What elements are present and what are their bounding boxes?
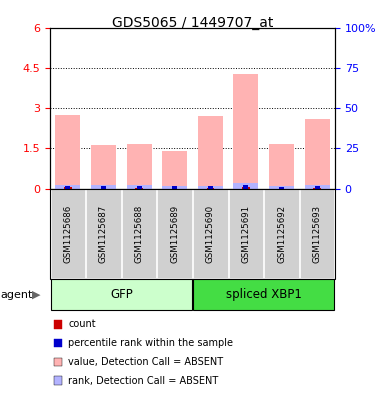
Bar (91, 185, 116, 189)
Bar (55, 115, 80, 189)
Bar (64, 187, 72, 189)
Bar (91, 145, 116, 189)
Text: GSM1125693: GSM1125693 (313, 205, 321, 263)
Text: GSM1125691: GSM1125691 (241, 205, 250, 263)
Bar (233, 74, 258, 189)
Text: GSM1125689: GSM1125689 (170, 205, 179, 263)
Bar (65, 186, 70, 189)
Text: value, Detection Call = ABSENT: value, Detection Call = ABSENT (68, 357, 223, 367)
Bar (208, 187, 213, 189)
Text: GSM1125688: GSM1125688 (135, 205, 144, 263)
Bar (198, 116, 223, 189)
Bar (242, 187, 249, 189)
Text: agent: agent (0, 290, 32, 300)
Bar (279, 187, 284, 189)
Text: spliced XBP1: spliced XBP1 (226, 288, 302, 301)
Text: GSM1125692: GSM1125692 (277, 205, 286, 263)
Bar (207, 187, 214, 189)
Bar (269, 144, 294, 189)
Bar (127, 185, 152, 189)
Bar (315, 186, 320, 189)
Text: GFP: GFP (110, 288, 133, 301)
Bar (269, 185, 294, 189)
Bar (172, 186, 177, 189)
Text: count: count (68, 319, 96, 329)
Text: GSM1125690: GSM1125690 (206, 205, 215, 263)
Text: GSM1125687: GSM1125687 (99, 205, 108, 263)
Bar (101, 186, 106, 189)
Bar (305, 119, 330, 189)
Bar (136, 187, 143, 189)
Bar (137, 187, 142, 189)
Bar (55, 185, 80, 189)
Bar (233, 183, 258, 189)
Bar (127, 144, 152, 189)
Bar (313, 187, 321, 189)
Text: percentile rank within the sample: percentile rank within the sample (68, 338, 233, 348)
Text: ▶: ▶ (32, 290, 41, 300)
Text: GSM1125686: GSM1125686 (64, 205, 72, 263)
Bar (243, 185, 248, 189)
Bar (305, 185, 330, 189)
Bar (162, 151, 187, 189)
Bar (198, 185, 223, 189)
Text: GDS5065 / 1449707_at: GDS5065 / 1449707_at (112, 16, 273, 30)
Bar (162, 185, 187, 189)
Text: rank, Detection Call = ABSENT: rank, Detection Call = ABSENT (68, 376, 218, 386)
